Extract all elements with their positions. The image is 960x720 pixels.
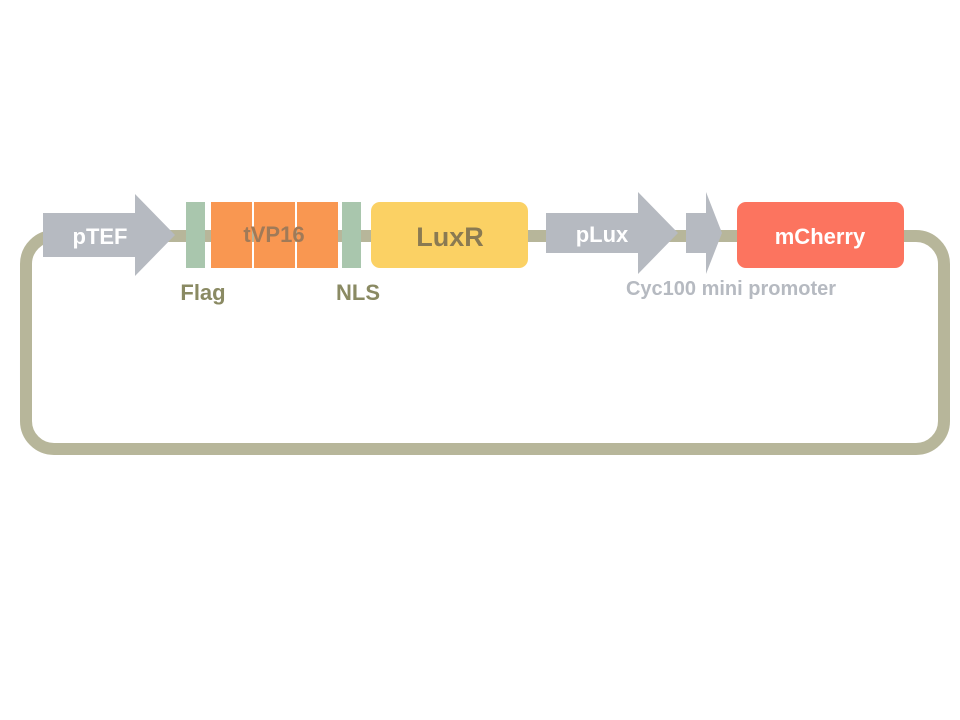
ptef-promoter: pTEF <box>43 194 175 276</box>
tvp16-segment-2 <box>254 202 295 268</box>
tvp16-label: tVP16 <box>243 222 304 247</box>
plux-promoter: pLux <box>546 192 678 274</box>
luxr-label: LuxR <box>416 222 484 252</box>
plux-label: pLux <box>576 222 629 247</box>
ptef-label: pTEF <box>73 224 128 249</box>
plux-arrow <box>546 192 678 274</box>
tvp16-segment-1 <box>211 202 252 268</box>
tvp16-domain: tVP16 <box>211 202 338 268</box>
mcherry-block <box>737 202 904 268</box>
cyc100-promoter: Cyc100 mini promoter <box>626 192 836 300</box>
nls-label: NLS <box>336 280 380 305</box>
cyc100-arrow <box>686 192 722 274</box>
mcherry-gene: mCherry <box>737 202 904 268</box>
flag-tag: Flag <box>180 202 226 305</box>
nls-block <box>342 202 361 268</box>
ptef-arrow <box>43 194 175 276</box>
cyc100-label: Cyc100 mini promoter <box>626 278 836 300</box>
luxr-block <box>371 202 528 268</box>
mcherry-label: mCherry <box>775 224 866 249</box>
flag-block <box>186 202 205 268</box>
tvp16-segment-3 <box>297 202 338 268</box>
nls-tag: NLS <box>336 202 380 305</box>
flag-label: Flag <box>180 280 225 305</box>
luxr-gene: LuxR <box>371 202 528 268</box>
